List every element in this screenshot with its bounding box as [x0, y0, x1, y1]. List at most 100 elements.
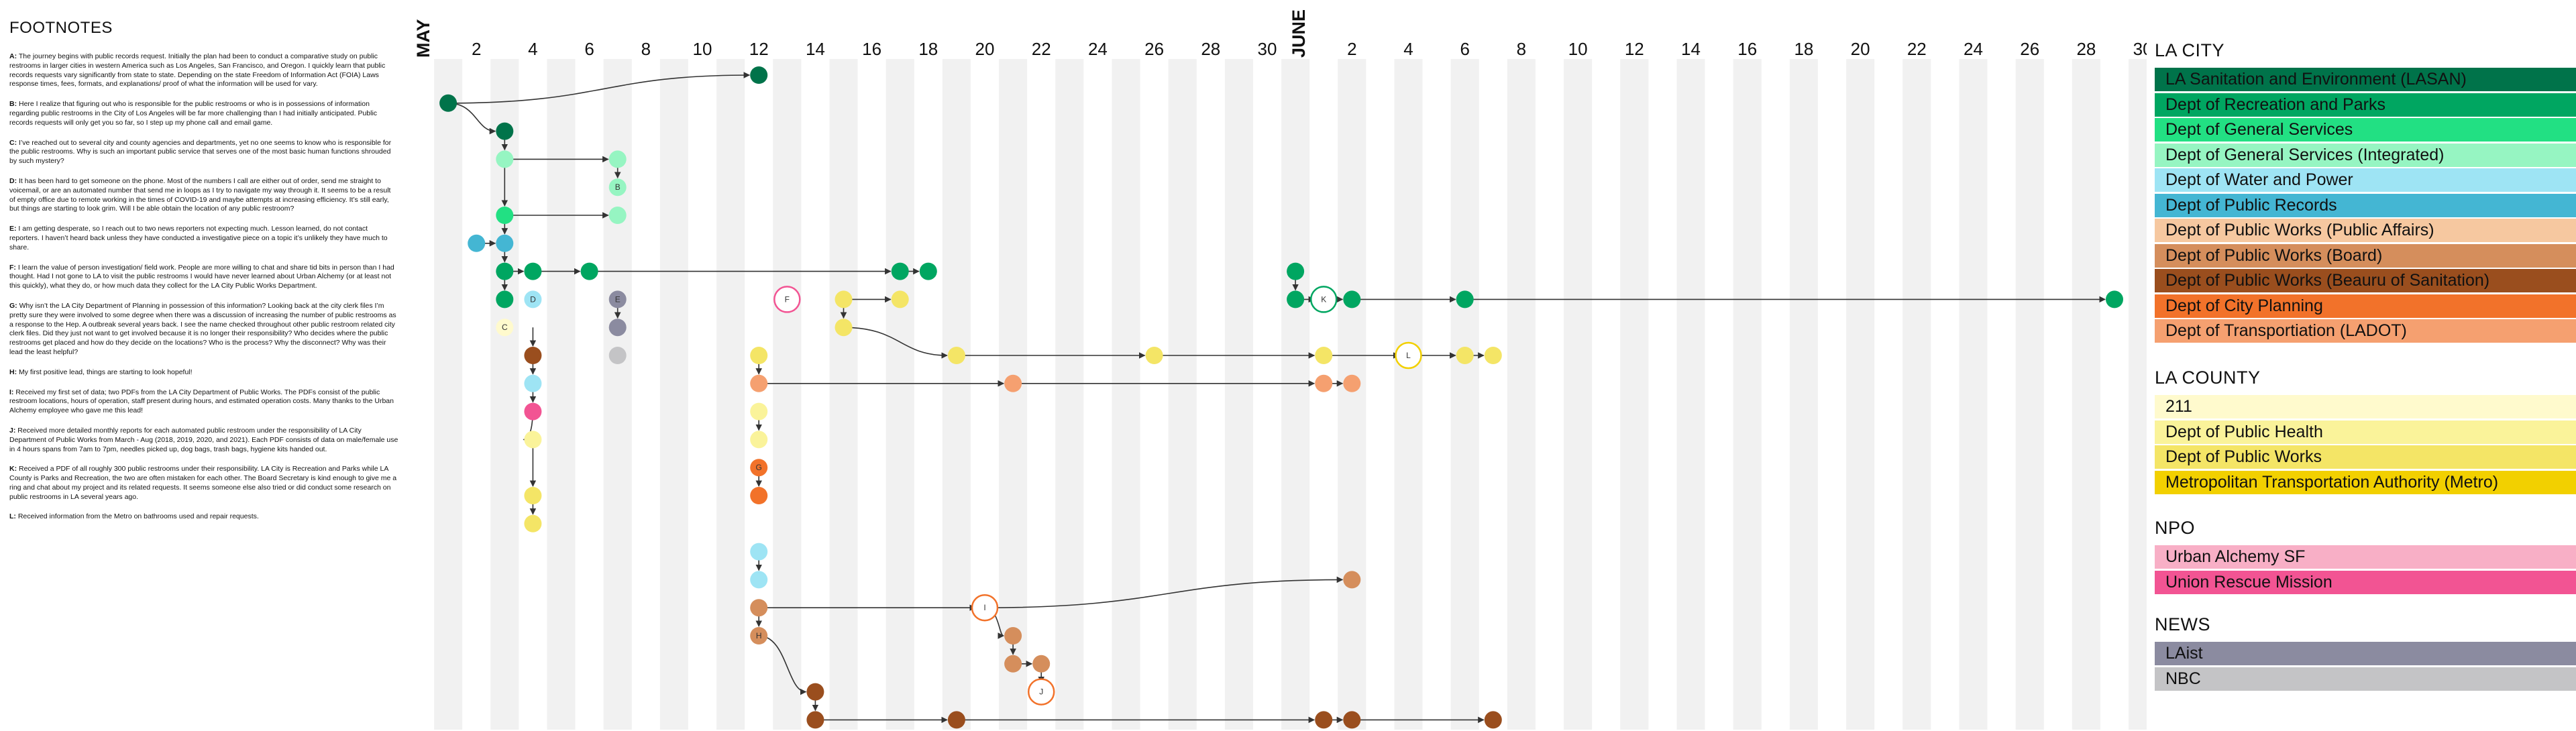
legend-item: LAist	[2155, 642, 2576, 665]
node-circle	[750, 459, 768, 477]
node-letter: D	[530, 294, 536, 304]
day-tick-label: 14	[806, 39, 825, 59]
footnote-letter: E:	[9, 225, 17, 233]
connector-curve	[843, 327, 948, 359]
node-circle	[806, 711, 824, 729]
node-circle	[1004, 655, 1022, 673]
node-letter: K	[1321, 294, 1326, 304]
node-circle	[580, 262, 598, 280]
day-stripe	[1281, 59, 1310, 730]
footnote-text: Received my first set of data; two PDFs …	[9, 388, 394, 415]
node-circle	[608, 178, 627, 196]
node-circle	[524, 514, 542, 532]
timeline-node	[806, 683, 824, 701]
timeline-diagram: 2 4 6 8 10 12 14 16 18 20 22 24 26 28 30 2 4 6 8 10 12 14 16 18…	[413, 9, 2147, 730]
legend-item: Dept of Water and Power	[2155, 168, 2576, 192]
legend-group-title: LA CITY	[2155, 40, 2225, 60]
day-stripes	[434, 59, 2147, 730]
legend-item: Dept of City Planning	[2155, 294, 2576, 318]
footnote-letter: D:	[9, 176, 17, 185]
footnote-text: Received information from the Metro on b…	[15, 512, 259, 521]
footnote-item: A: The journey begins with public record…	[9, 52, 398, 89]
timeline-nodes: B D E F K C L G I H J	[439, 66, 2123, 729]
timeline-node	[524, 402, 542, 420]
day-tick-label: 4	[528, 39, 537, 59]
timeline-node	[1004, 374, 1022, 392]
node-circle	[608, 290, 627, 308]
timeline-node	[750, 347, 768, 364]
day-stripe	[1168, 59, 1197, 730]
day-stripe	[1338, 59, 1366, 730]
footnote-text: Received more detailed monthly reports f…	[9, 426, 398, 453]
legend-item: Union Rescue Mission	[2155, 570, 2576, 594]
legend-item: Dept of Transportiation (LADOT)	[2155, 319, 2576, 343]
legend-group-title: LA COUNTY	[2155, 368, 2261, 388]
legend-group-title: NEWS	[2155, 614, 2210, 634]
node-circle	[439, 94, 458, 112]
day-stripe	[434, 59, 463, 730]
timeline-node	[750, 402, 768, 420]
timeline-node: C	[496, 319, 514, 337]
timeline-node	[1315, 711, 1333, 729]
day-stripe	[1676, 59, 1705, 730]
node-circle	[1343, 290, 1361, 308]
footnote-item: G: Why isn’t the LA City Department of P…	[9, 302, 398, 357]
node-circle	[750, 431, 768, 449]
day-tick-label: 8	[1517, 39, 1526, 59]
day-tick-label: 12	[749, 39, 769, 59]
timeline-node	[919, 262, 937, 280]
day-tick-label: 2	[1347, 39, 1356, 59]
legend-group: LA CITY LA Sanitation and Environment (LA…	[2155, 40, 2576, 345]
timeline-node	[496, 122, 514, 140]
day-stripe	[1733, 59, 1762, 730]
connector-curve	[984, 576, 1344, 608]
node-letter: I	[983, 603, 985, 612]
node-circle	[496, 122, 514, 140]
legend-group: NPO Urban Alchemy SF Union Rescue Mission	[2155, 518, 2576, 596]
timeline-node	[750, 543, 768, 561]
legend-item: Dept of General Services (Integrated)	[2155, 143, 2576, 167]
timeline-node	[1456, 290, 1474, 308]
day-tick-label: 22	[1032, 39, 1051, 59]
day-tick-label: 28	[1201, 39, 1220, 59]
day-tick-label: 6	[584, 39, 594, 59]
day-tick-label: 30	[1258, 39, 1277, 59]
node-circle	[891, 262, 909, 280]
timeline-node	[2106, 290, 2123, 308]
legend-item: Dept of Public Records	[2155, 193, 2576, 217]
day-stripe	[1902, 59, 1931, 730]
timeline-node: F	[773, 286, 801, 313]
node-circle	[835, 290, 853, 308]
day-stripe	[1789, 59, 1818, 730]
node-circle	[496, 319, 514, 337]
day-stripe	[1620, 59, 1649, 730]
node-circle	[750, 347, 768, 364]
footnote-letter: F:	[9, 263, 16, 272]
footnotes-title: FOOTNOTES	[9, 19, 113, 37]
node-circle	[750, 66, 768, 84]
day-tick-label: 16	[1737, 39, 1757, 59]
day-tick-label: 28	[2076, 39, 2096, 59]
footnote-item: D: It has been hard to get someone on th…	[9, 177, 398, 214]
legend-item: Metropolitan Transportation Authority (M…	[2155, 470, 2576, 494]
day-tick-label: 26	[2020, 39, 2039, 59]
node-circle	[1004, 374, 1022, 392]
connector-curve	[448, 72, 751, 104]
node-circle	[1315, 711, 1333, 729]
node-circle	[1309, 286, 1338, 313]
day-stripe	[1564, 59, 1593, 730]
footnote-item: J: Received more detailed monthly report…	[9, 427, 398, 454]
legend-item: Dept of Public Health	[2155, 420, 2576, 444]
legend-item: Dept of Recreation and Parks	[2155, 93, 2576, 117]
footnote-letter: K:	[9, 465, 17, 473]
footnote-text: It has been hard to get someone on the p…	[9, 176, 391, 213]
month-label: MAY	[413, 19, 433, 58]
node-letter: H	[756, 631, 762, 640]
legend-item: LA Sanitation and Environment (LASAN)	[2155, 68, 2576, 91]
timeline-node	[1484, 347, 1502, 364]
timeline-node	[835, 290, 853, 308]
day-tick-label: 12	[1625, 39, 1644, 59]
node-circle	[1484, 711, 1502, 729]
legend-item: Dept of Public Works (Public Affairs)	[2155, 219, 2576, 242]
day-stripe	[1959, 59, 1988, 730]
